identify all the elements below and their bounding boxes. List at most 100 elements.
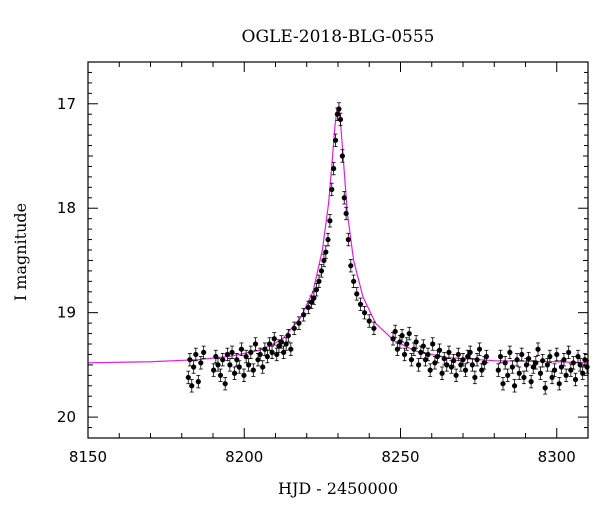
data-marker <box>469 362 475 368</box>
data-point <box>399 328 405 343</box>
y-axis-label: I magnitude <box>11 203 30 301</box>
data-point <box>227 358 233 372</box>
data-point <box>250 363 256 377</box>
data-point <box>348 258 354 273</box>
data-point <box>558 360 565 374</box>
data-marker <box>248 349 254 355</box>
data-marker <box>551 367 558 373</box>
data-point <box>392 324 398 339</box>
y-tick-label: 20 <box>57 408 76 426</box>
y-tick-label: 18 <box>57 199 76 217</box>
data-point <box>345 232 351 247</box>
data-marker <box>446 349 452 355</box>
data-point <box>505 368 511 383</box>
data-points-layer <box>185 102 590 395</box>
data-marker <box>537 370 544 376</box>
data-marker <box>584 364 590 370</box>
data-marker <box>316 278 322 284</box>
data-marker <box>549 374 555 381</box>
data-marker <box>215 362 221 368</box>
data-point <box>224 347 230 362</box>
data-point <box>231 366 238 380</box>
data-point <box>535 342 541 356</box>
data-marker <box>257 351 263 358</box>
data-marker <box>401 351 408 358</box>
data-point <box>264 349 270 364</box>
plot-frame <box>87 61 589 439</box>
data-point <box>198 356 204 370</box>
data-marker <box>321 257 327 264</box>
data-marker <box>243 353 249 360</box>
data-marker <box>341 195 347 201</box>
data-point <box>238 342 245 356</box>
data-point <box>301 308 307 322</box>
data-point <box>332 133 339 148</box>
data-point <box>331 161 337 176</box>
data-marker <box>516 370 522 376</box>
data-point <box>236 360 242 374</box>
data-marker <box>563 372 569 378</box>
data-marker <box>262 346 268 352</box>
data-marker <box>345 236 351 243</box>
data-marker <box>451 358 457 364</box>
data-marker <box>408 357 415 363</box>
data-point <box>563 368 569 383</box>
data-point <box>572 372 579 387</box>
data-point <box>561 352 567 367</box>
data-marker <box>311 295 317 301</box>
data-point <box>222 377 228 391</box>
data-marker <box>441 356 447 362</box>
data-point <box>420 339 426 353</box>
data-marker <box>540 358 546 364</box>
data-marker <box>283 341 289 347</box>
data-point <box>406 326 412 341</box>
data-marker <box>500 381 506 387</box>
data-marker <box>434 353 440 360</box>
data-marker <box>430 341 436 347</box>
data-point <box>262 342 268 356</box>
data-marker <box>238 346 245 352</box>
data-point <box>229 345 235 360</box>
data-marker <box>351 278 357 284</box>
data-marker <box>332 137 339 143</box>
data-marker <box>281 349 287 355</box>
data-point <box>318 264 325 278</box>
data-point <box>537 366 544 380</box>
y-tick-label: 19 <box>57 304 76 322</box>
data-marker <box>305 304 311 311</box>
data-point <box>337 112 344 127</box>
data-point <box>321 253 327 268</box>
data-point <box>544 358 550 372</box>
data-point <box>187 352 193 367</box>
data-marker <box>371 325 377 331</box>
data-marker <box>483 353 490 360</box>
data-point <box>425 347 431 362</box>
data-point <box>260 360 266 374</box>
data-marker <box>339 153 345 159</box>
data-point <box>248 345 254 360</box>
data-marker <box>542 385 548 391</box>
data-point <box>570 356 576 370</box>
y-tick-label: 17 <box>57 95 76 113</box>
data-marker <box>507 349 513 355</box>
data-marker <box>514 357 520 363</box>
data-marker <box>189 383 195 389</box>
data-marker <box>250 367 256 373</box>
data-marker <box>444 362 450 368</box>
data-marker <box>530 364 536 370</box>
data-marker <box>448 364 455 370</box>
data-point <box>514 352 520 367</box>
data-point <box>394 342 400 356</box>
data-marker <box>213 353 219 360</box>
data-marker <box>361 310 368 316</box>
data-point <box>453 368 459 383</box>
data-marker <box>337 116 344 123</box>
data-point <box>266 337 273 351</box>
data-point <box>497 349 504 364</box>
data-marker <box>276 343 282 349</box>
data-point <box>195 374 201 389</box>
data-marker <box>505 372 511 378</box>
data-point <box>479 363 485 377</box>
data-point <box>351 274 357 289</box>
data-marker <box>497 353 504 360</box>
